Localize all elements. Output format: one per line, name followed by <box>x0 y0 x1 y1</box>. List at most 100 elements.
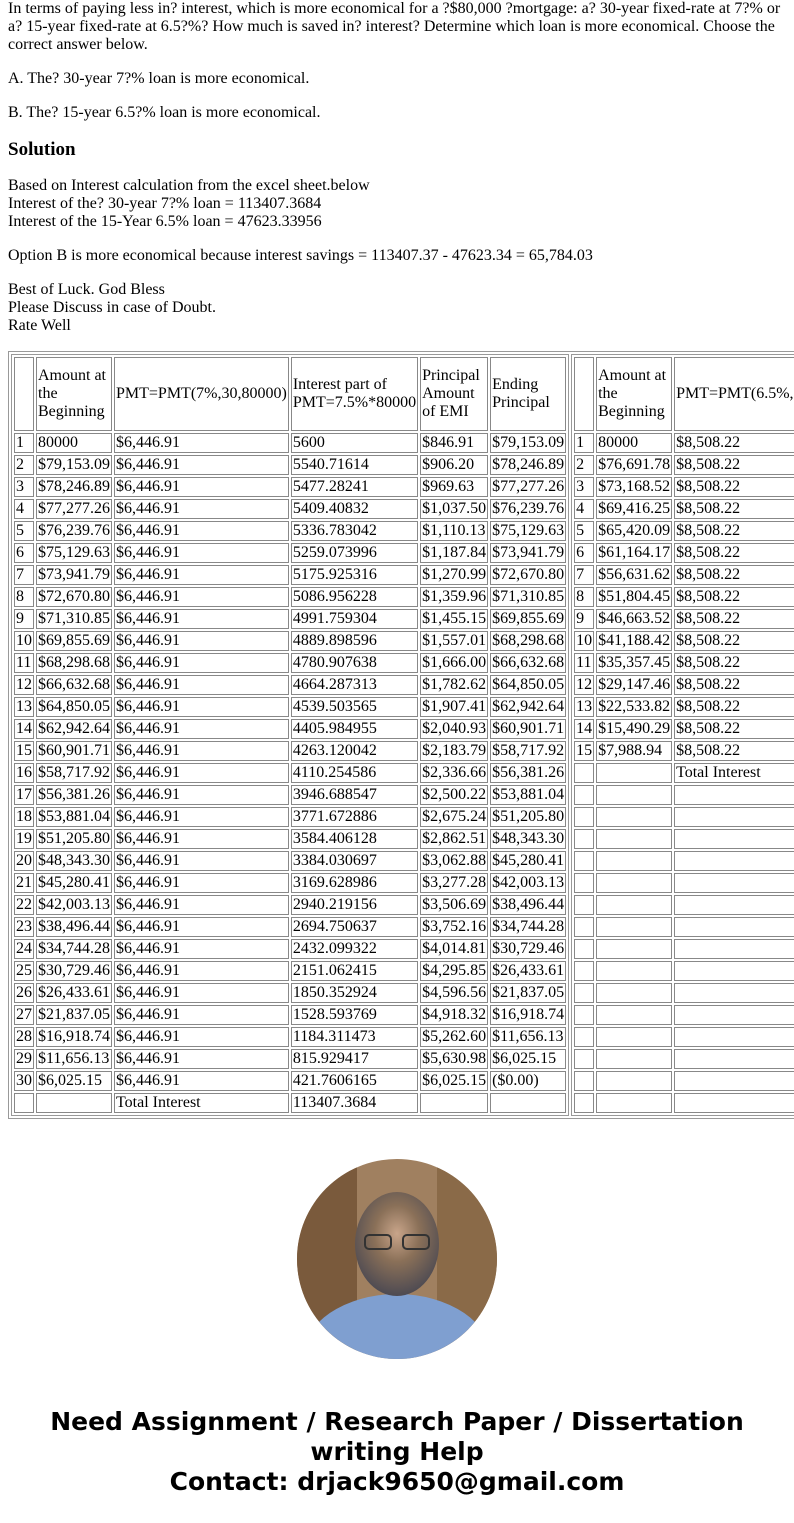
row <box>574 873 794 893</box>
cell <box>490 1093 567 1113</box>
cell: $72,670.80 <box>36 587 112 607</box>
cell: $77,277.26 <box>490 477 567 497</box>
cell: $65,420.09 <box>596 521 673 541</box>
cell <box>674 983 794 1003</box>
row: 20 $48,343.30 $6,446.91 3384.030697 $3,062.8… <box>14 851 567 871</box>
row <box>574 1093 794 1113</box>
cell <box>674 807 794 827</box>
row: 23 $38,496.44 $6,446.91 2694.750637 $3,752.1… <box>14 917 567 937</box>
cell: 7 <box>574 565 595 585</box>
row: 27 $21,837.05 $6,446.91 1528.593769 $4,918.3… <box>14 1005 567 1025</box>
cell: 14 <box>14 719 34 739</box>
cell: $8,508.22 <box>674 521 794 541</box>
cell: 14 <box>574 719 595 739</box>
row: 17 $56,381.26 $6,446.91 3946.688547 $2,500.2… <box>14 785 567 805</box>
cell: $42,003.13 <box>490 873 567 893</box>
cell: $8,508.22 <box>674 477 794 497</box>
cell: $15,490.29 <box>596 719 673 739</box>
line: Best of Luck. God Bless <box>8 281 165 298</box>
cell <box>36 1093 112 1113</box>
header-cell <box>574 357 595 431</box>
row: 8 $72,670.80 $6,446.91 5086.956228 $1,359.96… <box>14 587 567 607</box>
cell: $2,862.51 <box>420 829 489 849</box>
row: 7 $73,941.79 $6,446.91 5175.925316 $1,270.99… <box>14 565 567 585</box>
cell: $1,110.13 <box>420 521 489 541</box>
header-cell: PMT=PMT(7%,30,80000) <box>114 357 289 431</box>
cell: 30 <box>14 1071 34 1091</box>
cell: 10 <box>14 631 34 651</box>
cell: 3 <box>14 477 34 497</box>
cell: $8,508.22 <box>674 433 794 453</box>
cell: $2,500.22 <box>420 785 489 805</box>
row: 5 $76,239.76 $6,446.91 5336.783042 $1,110.13… <box>14 521 567 541</box>
cell: $72,670.80 <box>490 565 567 585</box>
cell <box>574 1005 595 1025</box>
row: 8 $51,804.45 $8,508.22 <box>574 587 794 607</box>
cell: 5409.40832 <box>290 499 419 519</box>
cell <box>574 851 595 871</box>
cell: 11 <box>574 653 595 673</box>
row: 3 $78,246.89 $6,446.91 5477.28241 $969.63 $77… <box>14 477 567 497</box>
cell <box>574 939 595 959</box>
cell: $26,433.61 <box>490 961 567 981</box>
header-cell: Interest part of PMT=7.5%*80000 <box>290 357 419 431</box>
cell: 28 <box>14 1027 34 1047</box>
row: 3 $73,168.52 $8,508.22 <box>574 477 794 497</box>
cell: $60,901.71 <box>490 719 567 739</box>
cell <box>674 1027 794 1047</box>
cell: $2,183.79 <box>420 741 489 761</box>
cell: $2,675.24 <box>420 807 489 827</box>
cell: $1,037.50 <box>420 499 489 519</box>
cell: 1528.593769 <box>290 1005 419 1025</box>
row: 4 $69,416.25 $8,508.22 <box>574 499 794 519</box>
cell <box>674 1093 794 1113</box>
cell: 5477.28241 <box>290 477 419 497</box>
cell: $56,381.26 <box>490 763 567 783</box>
row: 15 $7,988.94 $8,508.22 <box>574 741 794 761</box>
cell: $45,280.41 <box>490 851 567 871</box>
cell: $53,881.04 <box>36 807 112 827</box>
cell <box>596 895 673 915</box>
cell: 29 <box>14 1049 34 1069</box>
header-cell: Principal Amount of EMI <box>420 357 489 431</box>
cell: 3946.688547 <box>290 785 419 805</box>
cell <box>674 1049 794 1069</box>
cell <box>596 1027 673 1047</box>
cell: $6,446.91 <box>114 1005 289 1025</box>
cell <box>674 851 794 871</box>
row: 24 $34,744.28 $6,446.91 2432.099322 $4,014.8… <box>14 939 567 959</box>
line: Please Discuss in case of Doubt. <box>8 299 216 316</box>
cell <box>596 851 673 871</box>
cell: $1,666.00 <box>420 653 489 673</box>
row: Total Interest 113407.3684 <box>14 1093 567 1113</box>
cell: $73,168.52 <box>596 477 673 497</box>
cell: $969.63 <box>420 477 489 497</box>
document: In terms of paying less in? interest, wh… <box>8 0 794 1119</box>
cell: $3,506.69 <box>420 895 489 915</box>
cell: 11 <box>14 653 34 673</box>
cell <box>596 939 673 959</box>
cell <box>596 785 673 805</box>
cell: $2,040.93 <box>420 719 489 739</box>
cell: 8 <box>14 587 34 607</box>
cell: 5259.073996 <box>290 543 419 563</box>
cell <box>596 829 673 849</box>
row <box>574 785 794 805</box>
cell: $78,246.89 <box>490 455 567 475</box>
row: 9 $46,663.52 $8,508.22 <box>574 609 794 629</box>
right-cell: Amount at the BeginningPMT=PMT(6.5%,15,8… <box>571 354 794 1116</box>
question: In terms of paying less in? interest, wh… <box>8 0 781 53</box>
cell: 17 <box>14 785 34 805</box>
cell: $1,907.41 <box>420 697 489 717</box>
cell: 4991.759304 <box>290 609 419 629</box>
cell: 4405.984955 <box>290 719 419 739</box>
row: 28 $16,918.74 $6,446.91 1184.311473 $5,262.6… <box>14 1027 567 1047</box>
cell: $1,270.99 <box>420 565 489 585</box>
cell <box>574 1093 595 1113</box>
cell: $6,446.91 <box>114 565 289 585</box>
cell <box>574 807 595 827</box>
header-cell <box>14 357 34 431</box>
cell: 25 <box>14 961 34 981</box>
cell: 2694.750637 <box>290 917 419 937</box>
cell <box>674 873 794 893</box>
